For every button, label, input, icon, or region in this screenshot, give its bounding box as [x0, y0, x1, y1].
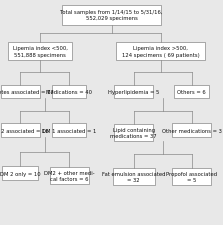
- FancyBboxPatch shape: [113, 168, 155, 185]
- FancyBboxPatch shape: [172, 124, 211, 137]
- Text: Hyperlipidemia = 5: Hyperlipidemia = 5: [108, 90, 159, 95]
- Text: DM2 + other medi-
cal factors = 6: DM2 + other medi- cal factors = 6: [44, 170, 95, 181]
- Text: Lipemia index >500,
124 specimens ( 69 patients): Lipemia index >500, 124 specimens ( 69 p…: [122, 46, 199, 57]
- FancyBboxPatch shape: [52, 124, 86, 137]
- Text: Others = 6: Others = 6: [178, 90, 206, 95]
- FancyBboxPatch shape: [174, 86, 209, 99]
- FancyBboxPatch shape: [1, 124, 40, 137]
- Text: Propofol associated
= 5: Propofol associated = 5: [166, 171, 217, 182]
- Text: DM 1 associated = 1: DM 1 associated = 1: [42, 128, 96, 133]
- Text: Total samples from 1/14/15 to 5/31/16,
552,029 specimens: Total samples from 1/14/15 to 5/31/16, 5…: [60, 10, 163, 21]
- FancyBboxPatch shape: [52, 86, 86, 99]
- FancyBboxPatch shape: [8, 43, 72, 61]
- Text: Other medications = 3: Other medications = 3: [162, 128, 222, 133]
- FancyBboxPatch shape: [114, 124, 153, 141]
- Text: Lipid containing
medications = 37: Lipid containing medications = 37: [110, 127, 157, 138]
- Text: Diabetes associated = 17: Diabetes associated = 17: [0, 90, 54, 95]
- Text: Medications = 40: Medications = 40: [46, 90, 92, 95]
- FancyBboxPatch shape: [2, 166, 38, 180]
- FancyBboxPatch shape: [172, 168, 211, 185]
- Text: Lipemia index <500,
551,888 specimens: Lipemia index <500, 551,888 specimens: [13, 46, 68, 57]
- FancyBboxPatch shape: [114, 86, 153, 99]
- FancyBboxPatch shape: [116, 43, 205, 61]
- FancyBboxPatch shape: [1, 86, 40, 99]
- Text: DM 2 associated = 16: DM 2 associated = 16: [0, 128, 49, 133]
- FancyBboxPatch shape: [62, 6, 161, 26]
- Text: Fat emulsion associated
= 32: Fat emulsion associated = 32: [102, 171, 165, 182]
- Text: DM 2 only = 10: DM 2 only = 10: [0, 171, 40, 176]
- FancyBboxPatch shape: [50, 167, 89, 184]
